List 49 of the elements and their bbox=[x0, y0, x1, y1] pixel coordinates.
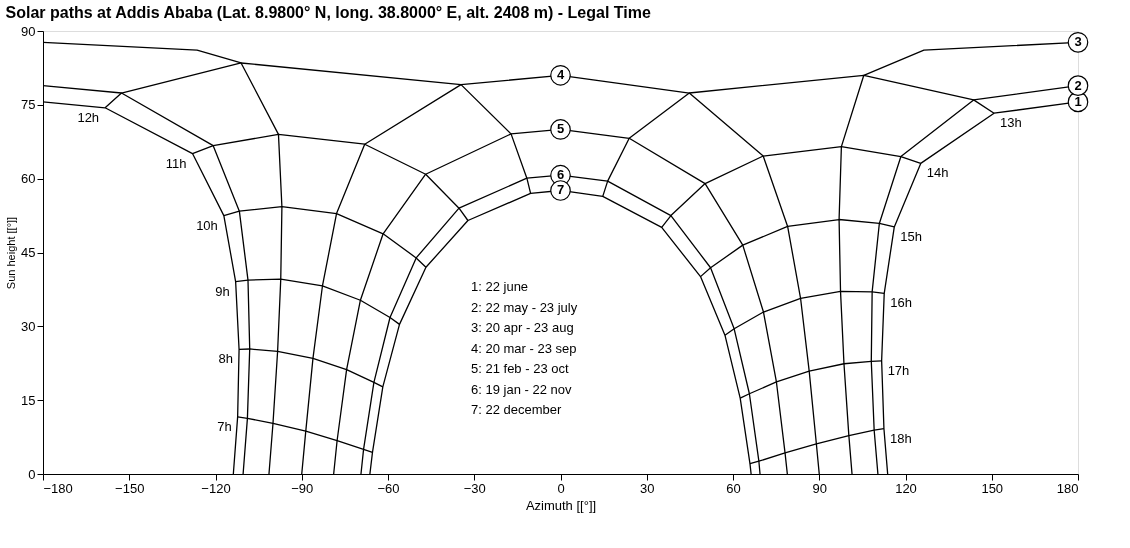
annotation: 3: 20 apr - 23 aug bbox=[471, 320, 574, 335]
y-axis-title: Sun height [[°]] bbox=[5, 216, 18, 290]
x-tick-label: 120 bbox=[895, 480, 917, 496]
x-axis-title: Azimuth [[°]] bbox=[525, 497, 597, 513]
y-tick-label: 60 bbox=[21, 171, 36, 187]
annotation: 6: 19 jan - 22 nov bbox=[471, 381, 572, 397]
x-tick-label: 90 bbox=[812, 480, 827, 496]
y-tick-label: 90 bbox=[21, 23, 36, 39]
series-label: 18h bbox=[889, 430, 912, 446]
x-tick-label: −180 bbox=[43, 480, 73, 496]
y-tick-label: 75 bbox=[21, 97, 36, 113]
x-tick-label: 0 bbox=[557, 480, 565, 496]
series-label: 3 bbox=[1074, 34, 1082, 50]
x-tick-label: 180 bbox=[1056, 480, 1079, 496]
x-tick-label: 60 bbox=[726, 480, 741, 496]
series-label: 7h bbox=[217, 418, 232, 434]
series-label: 13h bbox=[1000, 115, 1022, 131]
series-label: 1 bbox=[1074, 93, 1082, 109]
series-label: 6 bbox=[556, 167, 565, 183]
x-tick-label: −150 bbox=[115, 480, 145, 496]
annotation: 7: 22 december bbox=[471, 402, 562, 417]
annotation: 4: 20 mar - 23 sep bbox=[471, 340, 577, 356]
series-label: 4 bbox=[556, 67, 565, 83]
y-tick-label: 15 bbox=[21, 392, 36, 408]
series-label: 2 bbox=[1074, 77, 1082, 93]
series-label: 8h bbox=[218, 351, 234, 367]
series-label: 16h bbox=[890, 295, 912, 311]
chart-title: Solar paths at Addis Ababa (Lat. 8.9800° N, long. 38.8000° E, alt. 2408 m) - Legal Time bbox=[5, 4, 651, 21]
annotation: 1: 22 june bbox=[471, 279, 529, 294]
x-tick-label: −90 bbox=[291, 480, 314, 496]
series-label: 14h bbox=[926, 165, 949, 181]
series-label: 7 bbox=[556, 182, 565, 198]
annotation: 5: 21 feb - 23 oct bbox=[471, 361, 569, 376]
series-label: 5 bbox=[556, 121, 565, 137]
series-label: 10h bbox=[196, 217, 218, 233]
annotation: 2: 22 may - 23 july bbox=[471, 299, 578, 315]
y-tick-label: 0 bbox=[28, 466, 36, 482]
x-tick-label: −30 bbox=[463, 480, 486, 496]
x-tick-label: −120 bbox=[201, 480, 231, 496]
y-tick-label: 30 bbox=[21, 318, 36, 334]
series-label: 17h bbox=[887, 362, 910, 378]
x-tick-label: −60 bbox=[377, 480, 400, 496]
x-tick-label: 30 bbox=[640, 480, 655, 496]
series-label: 9h bbox=[215, 283, 230, 299]
series-label: 11h bbox=[165, 155, 187, 171]
x-tick-label: 150 bbox=[981, 480, 1004, 496]
y-tick-label: 45 bbox=[21, 245, 36, 260]
series-label: 15h bbox=[900, 228, 922, 244]
series-label: 12h bbox=[77, 109, 100, 125]
